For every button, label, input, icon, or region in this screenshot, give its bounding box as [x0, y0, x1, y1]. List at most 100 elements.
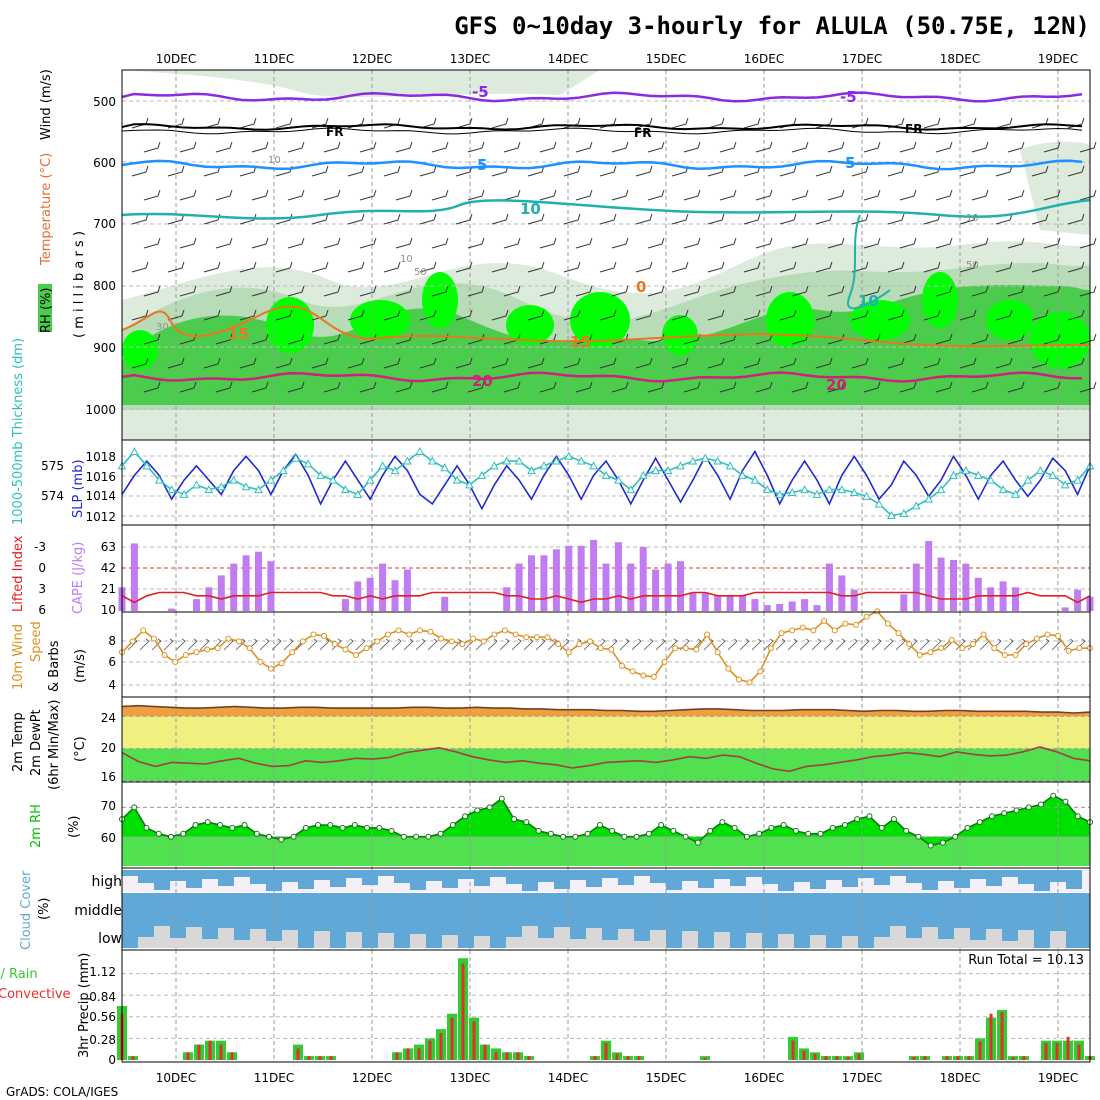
cloud-low-gap — [954, 928, 970, 948]
precip-conv-bar — [802, 1050, 806, 1060]
wind-speed-line-point — [884, 620, 891, 627]
date-label-top: 13DEC — [450, 52, 490, 66]
cloud-low-gap — [746, 933, 762, 948]
date-label-bottom: 13DEC — [450, 1071, 490, 1085]
contour-labels: -5 -5 FR FR FR 5 5 10 10 15 15 0 20 20 1… — [156, 83, 979, 394]
rh-shade-70 — [850, 300, 910, 340]
rh2m-line-point — [302, 824, 309, 831]
cape-bar — [217, 575, 225, 611]
wind-barb — [815, 213, 833, 225]
wind-tick: 8 — [108, 634, 116, 648]
contour-label: 10 — [400, 254, 413, 265]
wind-barb — [743, 261, 761, 273]
wind-barb — [131, 165, 149, 177]
cloud-low-gap — [442, 935, 458, 948]
thickness-line-point — [303, 459, 313, 468]
thickness-line-point — [527, 466, 536, 475]
dewpt-band — [122, 748, 1090, 781]
wind-speed-line-point — [682, 645, 689, 652]
rh2m-line-point — [315, 822, 322, 828]
precip-conv-bar — [417, 1048, 421, 1060]
thickness-line-point — [502, 456, 512, 465]
wind-barb — [143, 381, 161, 393]
precip-ylabel-a: Total / Rain — [0, 967, 38, 982]
wind-speed-line-point — [193, 649, 200, 656]
wind-barb — [899, 333, 917, 345]
precip-conv-bar — [956, 1056, 960, 1060]
rh2m-line-point — [572, 833, 579, 840]
precip-conv-bar — [296, 1048, 300, 1060]
wind-speed-line-point — [789, 627, 796, 634]
wind-barb — [251, 381, 269, 393]
rh2m-line-point — [878, 824, 885, 831]
wind-barb — [683, 381, 701, 393]
slp-ylabel: SLP (mb) — [71, 459, 86, 518]
contour-label: FR — [905, 122, 922, 136]
wind-barb-10m — [883, 638, 894, 651]
wind-speed-line-point — [448, 638, 455, 645]
wind-speed-line-point — [555, 641, 562, 648]
cape-bar — [813, 605, 821, 611]
wind-barb-10m — [655, 638, 666, 651]
rh2m-line-point — [939, 839, 946, 846]
precip-conv-bar — [1077, 1044, 1081, 1060]
cape-bar — [205, 587, 213, 611]
rh2m-line-point — [1050, 792, 1057, 799]
wind-barb — [611, 189, 629, 201]
rh2m-line-point — [694, 839, 701, 846]
cloud-high-bar — [730, 870, 746, 886]
temp-line — [121, 704, 1091, 714]
slp-tick: 1014 — [85, 489, 116, 503]
rh2m-line-point — [449, 822, 456, 828]
wind-barb — [395, 237, 413, 249]
contour-label: -5 — [840, 88, 857, 106]
rh2m-line-point — [547, 830, 554, 837]
rh2m-line-point — [841, 822, 848, 828]
thickness-line-point — [998, 485, 1008, 494]
wind-barb — [131, 309, 149, 321]
wind-speed-line-point — [310, 631, 317, 638]
wind-barb-10m — [379, 638, 390, 651]
precip-conv-bar — [912, 1056, 916, 1060]
contour-label: 20 — [826, 376, 847, 394]
wind-barb-10m — [427, 638, 438, 651]
date-label-top: 14DEC — [548, 52, 588, 66]
cape-bar — [168, 608, 176, 611]
cape-bar — [602, 563, 610, 611]
cloud-low-gap — [282, 930, 298, 948]
wind-speed-line-point — [406, 631, 413, 638]
wind-barb — [887, 309, 905, 321]
precip-tick: 0.56 — [89, 1010, 116, 1024]
rh2m-line-point — [168, 833, 175, 840]
wind-barb — [1031, 213, 1049, 225]
wind-barb — [467, 141, 485, 153]
wind-barb-10m — [1015, 638, 1026, 651]
cape-bar — [912, 563, 920, 611]
thickness-line-point — [378, 461, 387, 470]
wind-barb — [815, 309, 833, 321]
wind-speed-line-point — [533, 634, 540, 641]
rh-legend-swatch — [38, 284, 52, 332]
cloud-low-gap — [810, 935, 826, 948]
thickness-line-point — [415, 446, 425, 456]
cloud-high-bar — [1050, 870, 1066, 882]
cloud-low-gap — [346, 932, 362, 948]
cape-bar — [739, 595, 746, 611]
wind-speed-line-point — [608, 646, 615, 653]
wind-barb — [215, 237, 233, 249]
thickness-line-point — [738, 470, 747, 479]
wind-barb — [755, 285, 773, 297]
wind-barb — [851, 357, 869, 369]
thickness-line-point — [762, 485, 772, 494]
cloud-high-bar — [682, 870, 698, 881]
cloud-high-bar — [618, 870, 634, 885]
wind-speed-line-point — [587, 638, 594, 645]
thickness-line-point — [564, 451, 574, 460]
rh2m-line-point — [743, 833, 750, 840]
wind-barb-10m — [187, 638, 198, 651]
cloud-high-bar — [602, 870, 618, 878]
wind-barb — [1067, 357, 1085, 369]
wind-barb — [779, 165, 797, 177]
precip-conv-bar — [461, 963, 465, 1060]
wind-barb — [1079, 237, 1097, 249]
